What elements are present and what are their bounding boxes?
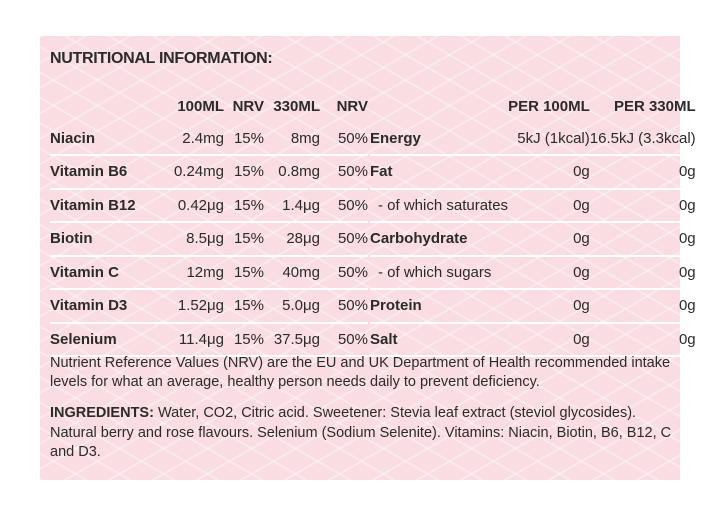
nutrition-row: Energy 5kJ (1kcal) 16.5kJ (3.3kcal) xyxy=(370,123,696,155)
vitamin-per-330ml: 40mg xyxy=(282,263,320,281)
vitamin-nrv-100ml: 15% xyxy=(233,129,264,147)
nutrient-name: Salt xyxy=(370,330,398,348)
vitamin-per-100ml: 0.42μg xyxy=(177,196,224,214)
vitamins-header-330ml: 330ML xyxy=(273,98,320,116)
nutrition-header-row: PER 100ML PER 330ML xyxy=(370,91,696,123)
vitamin-per-330ml: 28μg xyxy=(286,230,320,248)
vitamin-row: Vitamin D3 1.52μg 15% 5.0μg 50% xyxy=(50,289,368,323)
nutrient-per-330ml: 0g xyxy=(678,163,696,181)
vitamin-nrv-330ml: 50% xyxy=(337,263,368,281)
nutrient-name: Fat xyxy=(370,163,393,181)
vitamins-header-100ml: 100ML xyxy=(177,98,224,116)
nutrition-row: Protein 0g 0g xyxy=(370,289,696,323)
vitamin-name: Selenium xyxy=(50,330,117,348)
vitamin-nrv-330ml: 50% xyxy=(337,230,368,248)
nrv-note: Nutrient Reference Values (NRV) are the … xyxy=(50,355,671,390)
nutrition-row: - of which saturates 0g 0g xyxy=(370,189,696,222)
nutrient-name: Protein xyxy=(370,297,422,315)
vitamin-nrv-330ml: 50% xyxy=(337,196,368,214)
ingredients-label: INGREDIENTS: xyxy=(50,405,154,421)
nutrient-per-100ml: 0g xyxy=(573,263,590,281)
ingredients-list: Water, CO2, Citric acid. Sweetener: Stev… xyxy=(50,405,672,460)
vitamin-nrv-330ml: 50% xyxy=(337,297,368,315)
nutrient-name: Carbohydrate xyxy=(370,230,468,248)
nutrition-row: Fat 0g 0g xyxy=(370,155,696,189)
nutrient-per-330ml: 0g xyxy=(678,297,696,315)
nutrient-per-330ml: 0g xyxy=(678,230,696,248)
vitamin-name: Vitamin D3 xyxy=(50,297,128,315)
vitamin-name: Niacin xyxy=(50,129,96,147)
vitamin-per-100ml: 12mg xyxy=(186,263,224,281)
nutrition-header-per-330ml: PER 330ML xyxy=(613,98,696,116)
vitamin-per-100ml: 2.4mg xyxy=(182,129,224,147)
vitamin-name: Vitamin B6 xyxy=(50,163,128,181)
panel-title: NUTRITIONAL INFORMATION: xyxy=(50,50,273,67)
nutrition-panel: NUTRITIONAL INFORMATION: 100ML NRV 330ML… xyxy=(40,36,696,480)
vitamin-per-100ml: 11.4μg xyxy=(178,330,224,348)
nutrient-per-100ml: 0g xyxy=(573,163,590,181)
vitamins-header-nrv-330: NRV xyxy=(336,98,368,116)
vitamin-row: Biotin 8.5μg 15% 28μg 50% xyxy=(50,222,368,256)
vitamin-nrv-100ml: 15% xyxy=(233,330,264,348)
vitamins-header-row: 100ML NRV 330ML NRV xyxy=(50,91,368,123)
vitamin-per-330ml: 0.8mg xyxy=(278,163,320,181)
vitamin-row: Selenium 11.4μg 15% 37.5μg 50% xyxy=(50,323,368,356)
nutrient-per-330ml: 0g xyxy=(678,263,696,281)
nutrition-row: Salt 0g 0g xyxy=(370,323,696,356)
nutrient-per-330ml: 0g xyxy=(678,196,696,214)
vitamin-nrv-100ml: 15% xyxy=(233,196,264,214)
vitamin-row: Niacin 2.4mg 15% 8mg 50% xyxy=(50,123,368,155)
nutrition-row: - of which sugars 0g 0g xyxy=(370,256,696,289)
nutrient-per-100ml: 0g xyxy=(573,196,590,214)
vitamin-name: Vitamin B12 xyxy=(50,196,136,214)
nutrient-name: - of which saturates xyxy=(378,196,509,214)
nutrient-name: - of which sugars xyxy=(378,263,492,281)
nutrient-per-100ml: 0g xyxy=(573,230,590,248)
nutrition-table: PER 100ML PER 330ML Energy 5kJ (1kcal) 16.… xyxy=(370,91,696,357)
vitamin-per-100ml: 1.52μg xyxy=(177,297,224,315)
nutrition-header-per-100ml: PER 100ML xyxy=(508,98,590,116)
vitamins-header-name xyxy=(50,91,156,123)
vitamin-row: Vitamin B6 0.24mg 15% 0.8mg 50% xyxy=(50,155,368,189)
vitamin-nrv-330ml: 50% xyxy=(337,163,368,181)
vitamin-nrv-100ml: 15% xyxy=(233,230,264,248)
vitamin-name: Vitamin C xyxy=(50,263,119,281)
nutrient-per-330ml: 0g xyxy=(678,330,696,348)
vitamins-table: 100ML NRV 330ML NRV Niacin 2.4mg 15% 8mg 50%… xyxy=(50,91,368,357)
vitamin-nrv-100ml: 15% xyxy=(233,163,264,181)
vitamin-nrv-100ml: 15% xyxy=(233,297,264,315)
vitamin-per-330ml: 8mg xyxy=(290,129,320,147)
nutrition-row: Carbohydrate 0g 0g xyxy=(370,222,696,256)
nutrient-per-100ml: 5kJ (1kcal) xyxy=(517,129,590,147)
vitamin-per-330ml: 5.0μg xyxy=(282,297,320,315)
nutrient-per-100ml: 0g xyxy=(573,297,590,315)
vitamin-nrv-330ml: 50% xyxy=(337,129,368,147)
ingredients-text: INGREDIENTS: Water, CO2, Citric acid. Sw… xyxy=(50,404,678,463)
vitamin-per-100ml: 0.24mg xyxy=(173,163,224,181)
vitamin-row: Vitamin C 12mg 15% 40mg 50% xyxy=(50,256,368,289)
vitamins-header-nrv-100: NRV xyxy=(232,98,264,116)
vitamin-nrv-100ml: 15% xyxy=(233,263,264,281)
nutrient-name: Energy xyxy=(370,129,421,147)
vitamin-per-330ml: 1.4μg xyxy=(282,196,320,214)
vitamin-per-100ml: 8.5μg xyxy=(186,230,224,248)
vitamin-row: Vitamin B12 0.42μg 15% 1.4μg 50% xyxy=(50,189,368,222)
vitamin-name: Biotin xyxy=(50,230,93,248)
vitamin-per-330ml: 37.5μg xyxy=(273,330,320,348)
vitamin-nrv-330ml: 50% xyxy=(337,330,368,348)
nutrient-per-100ml: 0g xyxy=(573,330,590,348)
nutrient-per-330ml: 16.5kJ (3.3kcal) xyxy=(589,129,696,147)
nutrition-header-name xyxy=(370,91,508,123)
